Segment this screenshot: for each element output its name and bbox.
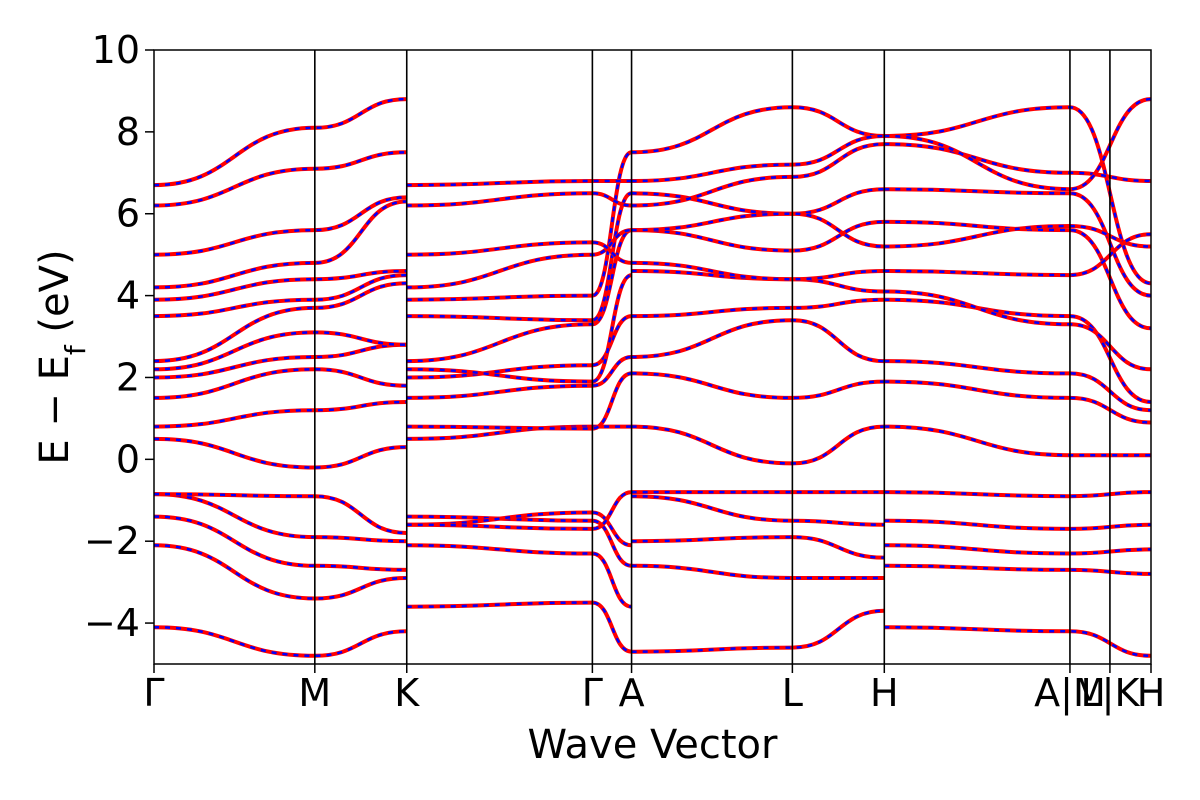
- y-tick-label: 10: [92, 28, 140, 72]
- y-tick-label: 2: [116, 355, 140, 399]
- band-line-10: [154, 219, 1151, 364]
- band-line-11: [154, 187, 1151, 323]
- y-axis-label: E − Ef (eV): [32, 249, 92, 464]
- band-line-dashed-12: [154, 106, 1151, 301]
- kpoint-lines-group: [314, 50, 1111, 664]
- band-line-dashed-7: [154, 318, 1151, 412]
- band-line-dashed-0: [154, 601, 1151, 658]
- band-line-dashed-3: [154, 492, 1151, 547]
- band-line-9: [154, 269, 1151, 384]
- band-line-14: [154, 195, 1151, 282]
- band-line-dashed-10: [154, 220, 1151, 363]
- y-axis-label-unit: (eV): [32, 249, 78, 345]
- band-line-dashed-11: [154, 187, 1151, 322]
- x-tick-label: M: [298, 671, 331, 715]
- y-axis-ticks: −4 −2 0 2 4 6 8 10: [84, 28, 154, 645]
- band-line-dashed-1: [154, 535, 1151, 608]
- band-line-dashed-14: [154, 196, 1151, 281]
- x-axis-label: Wave Vector: [528, 722, 779, 768]
- band-line-6: [154, 371, 1151, 431]
- x-axis-ticks: Γ M K Γ A L H A|ML|KH: [143, 664, 1165, 716]
- y-tick-label: 8: [116, 110, 140, 154]
- x-tick-label: Γ: [582, 671, 603, 715]
- y-axis-label-subscript: f: [59, 344, 92, 355]
- band-line-dashed-15: [154, 142, 1151, 207]
- y-tick-label: 6: [116, 192, 140, 236]
- band-line-16: [154, 97, 1151, 192]
- x-tick-label: H: [870, 671, 899, 715]
- band-line-5: [154, 424, 1151, 470]
- y-tick-label: −4: [84, 601, 140, 645]
- y-tick-label: −2: [84, 519, 140, 563]
- x-tick-label: K: [394, 671, 420, 715]
- x-tick-label: A: [619, 671, 645, 715]
- y-axis-label-main: E − E: [32, 355, 78, 465]
- band-line-dashed-9: [154, 269, 1151, 383]
- band-line-dashed-2: [154, 515, 1151, 580]
- x-tick-label: Γ: [143, 671, 164, 715]
- band-line-dashed-8: [154, 298, 1151, 404]
- x-tick-label: A|M: [1034, 671, 1106, 716]
- x-tick-label: L|K: [1080, 671, 1140, 716]
- band-line-0: [154, 600, 1151, 658]
- band-line-dashed-6: [154, 372, 1151, 430]
- x-tick-label: H: [1137, 671, 1166, 715]
- y-tick-label: 0: [116, 437, 140, 481]
- band-lines-group: [154, 97, 1151, 658]
- x-tick-label: L: [782, 671, 803, 715]
- plot-frame: [153, 49, 1152, 665]
- band-line-dashed-16: [154, 97, 1151, 191]
- band-line-1: [154, 535, 1151, 609]
- y-tick-label: 4: [116, 274, 140, 318]
